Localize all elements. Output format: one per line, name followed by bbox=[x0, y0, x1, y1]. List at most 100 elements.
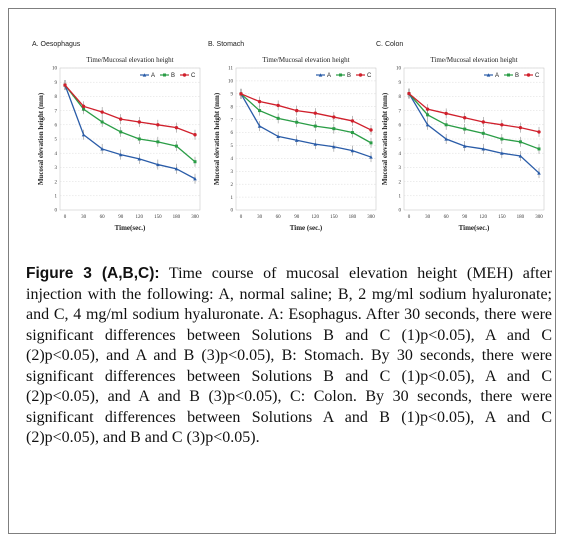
data-point bbox=[257, 124, 262, 128]
legend-label-b: B bbox=[515, 73, 519, 79]
y-tick-label: 1 bbox=[399, 195, 402, 200]
figure-frame bbox=[8, 8, 556, 534]
series-line-a bbox=[64, 84, 196, 180]
data-point bbox=[100, 120, 104, 124]
data-point bbox=[369, 141, 373, 145]
x-tick-label: 0 bbox=[240, 215, 243, 220]
x-tick-label: 180 bbox=[517, 215, 525, 220]
data-point bbox=[369, 128, 373, 132]
legend-marker bbox=[182, 73, 187, 77]
data-point bbox=[537, 171, 541, 175]
data-point bbox=[119, 130, 123, 134]
chart-svg-stomach: B. Stomach Time/Mucosal elevation height 0… bbox=[208, 41, 377, 232]
y-tick-label: 2 bbox=[399, 180, 402, 185]
y-tick-label: 3 bbox=[231, 170, 234, 175]
x-tick-label: 180 bbox=[349, 215, 357, 220]
data-point bbox=[313, 111, 317, 115]
data-point bbox=[239, 92, 243, 96]
data-point bbox=[426, 113, 430, 117]
x-tick-label: 150 bbox=[154, 215, 162, 220]
x-tick-label: 180 bbox=[173, 215, 181, 220]
data-point bbox=[193, 133, 197, 137]
caption-text: Time course of mucosal elevation height … bbox=[26, 265, 552, 446]
y-tick-label: 5 bbox=[55, 138, 58, 143]
legend-marker bbox=[507, 73, 510, 77]
data-point bbox=[518, 154, 523, 158]
x-tick-label: 30 bbox=[257, 215, 263, 220]
data-point bbox=[425, 107, 430, 111]
series-line-c bbox=[408, 93, 540, 133]
data-point bbox=[193, 176, 197, 181]
series-line-b bbox=[408, 93, 540, 150]
data-point bbox=[137, 120, 141, 124]
legend-marker bbox=[526, 73, 531, 77]
data-point bbox=[174, 125, 179, 130]
data-point bbox=[350, 148, 355, 153]
series-line-b bbox=[64, 84, 196, 163]
y-tick-label: 10 bbox=[396, 67, 402, 72]
y-tick-label: 0 bbox=[55, 209, 58, 214]
series-line-a bbox=[240, 93, 372, 158]
y-tick-label: 4 bbox=[399, 152, 402, 157]
series-line-c bbox=[240, 93, 372, 131]
series-line-b bbox=[240, 93, 372, 144]
y-tick-label: 7 bbox=[55, 109, 58, 114]
chart-panel-stomach: B. Stomach Time/Mucosal elevation height 0… bbox=[206, 38, 384, 248]
panel-label: B. Stomach bbox=[208, 41, 244, 48]
legend-marker bbox=[142, 73, 147, 77]
data-point bbox=[118, 152, 123, 157]
data-point bbox=[500, 151, 504, 155]
data-point bbox=[350, 119, 355, 123]
y-tick-label: 4 bbox=[55, 152, 58, 157]
y-tick-label: 5 bbox=[399, 138, 402, 143]
data-point bbox=[313, 124, 317, 128]
data-point bbox=[332, 127, 336, 131]
data-point bbox=[537, 130, 541, 134]
data-point bbox=[500, 123, 504, 127]
data-point bbox=[63, 83, 67, 87]
chart-title: Time/Mucosal elevation height bbox=[86, 56, 173, 64]
figure-label: Figure 3 (A,B,C): bbox=[26, 265, 160, 282]
chart-panel-colon: C. Colon Time/Mucosal elevation height 0 1 2… bbox=[374, 38, 552, 248]
legend-label-c: C bbox=[367, 73, 372, 79]
x-tick-label: 120 bbox=[312, 215, 320, 220]
y-tick-label: 1 bbox=[231, 196, 234, 201]
panel-label: A. Oesophagus bbox=[32, 41, 81, 48]
x-tick-label: 90 bbox=[294, 215, 300, 220]
x-tick-label: 0 bbox=[408, 215, 411, 220]
data-point bbox=[332, 115, 336, 119]
y-tick-label: 1 bbox=[55, 195, 58, 200]
data-point bbox=[463, 116, 467, 120]
data-point bbox=[313, 142, 318, 146]
data-point bbox=[481, 147, 486, 151]
y-tick-label: 2 bbox=[55, 180, 58, 185]
panel-label: C. Colon bbox=[376, 41, 403, 48]
y-tick-label: 9 bbox=[399, 81, 402, 86]
x-tick-label: 60 bbox=[444, 215, 450, 220]
legend-marker bbox=[339, 73, 342, 77]
data-point bbox=[444, 123, 448, 127]
y-tick-label: 6 bbox=[231, 131, 234, 136]
y-tick-label: 0 bbox=[231, 209, 234, 214]
x-tick-label: 120 bbox=[480, 215, 488, 220]
x-tick-label: 300 bbox=[367, 215, 375, 220]
x-tick-label: 0 bbox=[64, 215, 67, 220]
data-point bbox=[444, 137, 448, 141]
y-tick-label: 5 bbox=[231, 144, 234, 149]
y-tick-label: 4 bbox=[231, 157, 234, 162]
y-tick-label: 11 bbox=[228, 67, 233, 72]
data-point bbox=[518, 125, 523, 130]
chart-title: Time/Mucosal elevation height bbox=[430, 56, 517, 64]
data-point bbox=[276, 116, 280, 120]
legend-label-a: A bbox=[327, 73, 331, 79]
x-tick-label: 90 bbox=[462, 215, 468, 220]
chart-panel-oesophagus: A. Oesophagus Time/Mucosal elevation heig… bbox=[30, 38, 208, 248]
data-point bbox=[276, 134, 280, 139]
series-line-c bbox=[64, 84, 196, 136]
y-tick-label: 8 bbox=[231, 105, 234, 110]
y-axis-label: Mucosal elevation height (mm) bbox=[213, 92, 221, 185]
x-tick-label: 60 bbox=[100, 215, 106, 220]
data-point bbox=[481, 131, 485, 135]
data-point bbox=[81, 132, 86, 137]
x-tick-label: 300 bbox=[191, 215, 199, 220]
